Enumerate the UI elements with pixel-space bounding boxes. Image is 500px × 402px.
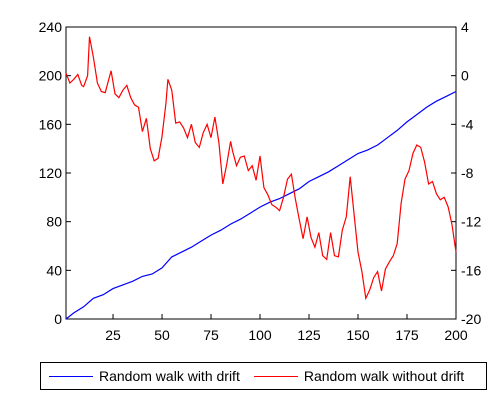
right-tick-label: -4 [461,116,474,132]
axis-ticks: 0 40 80 120 160 200 240 -20 -16 -12 -8 -4 0 4 25 50 75 10… [39,19,482,343]
right-tick-label: 4 [461,19,469,35]
left-tick-label: 240 [39,19,63,35]
legend: Random walk with drift Random walk witho… [40,362,487,390]
plot-area-frame [65,26,457,320]
x-tick-label: 200 [444,327,468,343]
left-tick-label: 80 [46,214,62,230]
left-tick-label: 160 [39,116,63,132]
series-line-1 [65,90,457,320]
x-tick-label: 25 [105,327,121,343]
left-tick-label: 0 [54,311,62,327]
legend-swatch-series-2 [253,375,298,377]
x-tick-label: 75 [203,327,219,343]
right-tick-label: -12 [461,214,481,230]
x-tick-label: 100 [248,327,272,343]
x-tick-label: 125 [297,327,321,343]
legend-item-series-2: Random walk without drift [246,368,464,384]
right-tick-label: -20 [461,311,481,327]
right-tick-label: -16 [461,262,481,278]
left-tick-label: 200 [39,68,63,84]
legend-label-series-1: Random walk with drift [99,368,240,384]
right-tick-label: 0 [461,68,469,84]
legend-label-series-2: Random walk without drift [303,368,465,384]
series-lines [65,36,457,320]
x-tick-label: 50 [154,327,170,343]
legend-swatch-series-1 [49,375,93,377]
left-tick-label: 120 [39,165,63,181]
legend-item-series-1: Random walk with drift [41,368,240,384]
line-chart: 0 40 80 120 160 200 240 -20 -16 -12 -8 -4 0 4 25 50 75 10… [39,19,482,343]
left-tick-label: 40 [46,262,62,278]
series-line-2 [65,36,457,301]
x-tick-label: 150 [346,327,370,343]
x-tick-label: 175 [395,327,419,343]
right-tick-label: -8 [461,165,474,181]
